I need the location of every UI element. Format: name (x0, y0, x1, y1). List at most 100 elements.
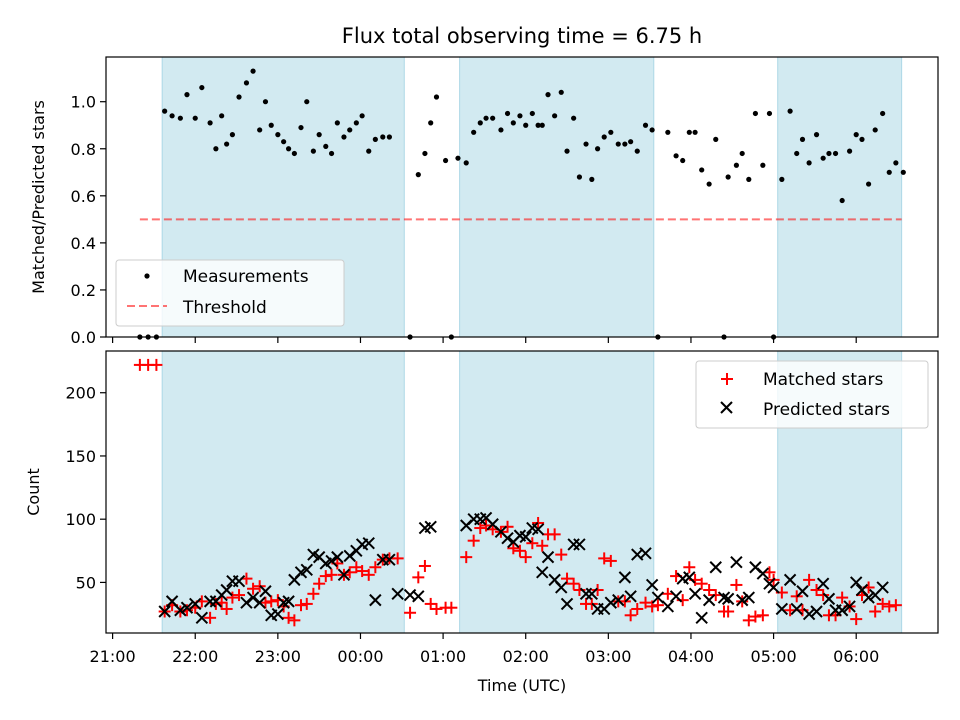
x-axis-label: Time (UTC) (477, 676, 566, 695)
predicted-star-point-91 (790, 602, 803, 616)
matched-star-point-106 (850, 613, 863, 626)
predicted-star-point-78 (702, 593, 716, 607)
bottom-axes: 50 100 150 200 21:00 22:00 23:00 00:00 01:00 02:0… (65, 350, 939, 666)
x-tick-label-9: 06:00 (833, 647, 879, 666)
predicted-star-point-80 (717, 591, 731, 604)
matched-star-point-53 (501, 520, 514, 533)
top-shaded-region-2 (459, 56, 655, 338)
measurement-point-17 (257, 127, 263, 133)
predicted-star-point-61 (585, 587, 599, 601)
measurement-point-44 (442, 157, 449, 164)
predicted-star-point-75 (683, 571, 696, 584)
bottom-shaded-region-1 (161, 350, 405, 634)
measurement-point-14 (236, 94, 242, 100)
measurement-point-6 (184, 92, 190, 98)
measurement-point-78 (665, 129, 671, 135)
legend-threshold-label: Threshold (182, 298, 267, 318)
measurement-point-81 (686, 129, 692, 135)
predicted-star-point-67 (624, 590, 637, 603)
measurement-point-79 (673, 153, 679, 159)
matched-star-point-14 (233, 589, 246, 602)
measurement-point-27 (316, 132, 322, 138)
predicted-star-point-50 (519, 530, 532, 544)
measurement-point-104 (839, 197, 845, 204)
predicted-star-point-19 (282, 595, 295, 608)
measurement-point-113 (900, 169, 906, 175)
measurement-point-40 (415, 172, 421, 178)
matched-star-point-59 (536, 539, 549, 552)
measurement-point-66 (583, 141, 589, 147)
x-tick-label-4: 01:00 (420, 647, 466, 666)
matched-star-point-13 (226, 591, 239, 604)
x-tick-label-3: 00:00 (337, 647, 383, 666)
measurement-point-15 (243, 80, 250, 86)
matched-star-point-16 (247, 582, 260, 595)
bottom-legend-box (695, 360, 929, 429)
measurement-point-110 (880, 110, 886, 117)
predicted-star-point-81 (721, 592, 735, 606)
top-y-tick-label-4: 0.8 (71, 140, 96, 159)
predicted-star-point-66 (618, 571, 632, 584)
predicted-star-point-15 (259, 585, 272, 598)
predicted-star-point-69 (639, 547, 652, 560)
measurement-point-31 (341, 134, 347, 140)
measurement-point-36 (372, 136, 378, 142)
top-plot-frame (105, 56, 939, 338)
measurement-point-63 (564, 148, 570, 154)
predicted-star-point-100 (849, 576, 863, 589)
measurement-point-69 (601, 134, 607, 140)
measurement-point-102 (826, 150, 832, 157)
matched-star-point-56 (519, 551, 532, 564)
measurement-point-98 (799, 136, 806, 142)
predicted-star-point-96 (822, 592, 836, 606)
predicted-star-point-88 (767, 581, 780, 594)
bottom-y-tick-label-1: 100 (65, 510, 96, 529)
measurement-point-65 (576, 174, 583, 180)
matched-star-point-74 (631, 602, 644, 615)
matched-star-point-9 (204, 611, 217, 624)
measurement-point-71 (615, 141, 621, 147)
predicted-star-point-86 (756, 567, 770, 580)
predicted-star-point-26 (325, 554, 338, 568)
matched-star-point-91 (749, 610, 762, 623)
predicted-star-point-90 (783, 573, 797, 587)
measurement-point-76 (649, 127, 655, 133)
matched-star-point-87 (722, 605, 735, 618)
measurement-point-88 (733, 162, 740, 168)
measurement-point-80 (680, 157, 686, 164)
measurement-point-83 (699, 167, 705, 173)
measurement-point-18 (262, 99, 269, 105)
measurement-point-64 (571, 115, 577, 121)
measurement-point-42 (428, 120, 434, 126)
predicted-star-point-40 (424, 520, 437, 533)
predicted-star-point-0 (158, 605, 171, 618)
predicted-star-point-77 (695, 611, 708, 625)
measurement-point-8 (199, 84, 205, 91)
predicted-star-point-2 (174, 604, 187, 617)
matched-star-point-44 (430, 602, 443, 615)
measurement-point-13 (229, 132, 236, 138)
predicted-star-point-79 (709, 561, 722, 574)
measurement-point-54 (510, 120, 516, 126)
x-tick-label-0: 21:00 (90, 647, 136, 666)
measurement-point-99 (806, 160, 812, 166)
measurement-point-70 (608, 129, 614, 135)
matched-star-point-29 (325, 568, 338, 581)
measurement-point-58 (535, 122, 541, 128)
predicted-star-point-47 (501, 531, 514, 545)
top-legend-box (115, 259, 345, 327)
matched-star-point-85 (709, 589, 722, 602)
predicted-star-point-57 (560, 597, 574, 611)
predicted-star-point-65 (612, 593, 625, 607)
measurement-point-101 (820, 155, 826, 161)
measurement-point-57 (529, 110, 535, 117)
measurement-point-108 (865, 181, 872, 187)
measurement-point-33 (353, 120, 359, 126)
matched-star-point-64 (567, 577, 580, 590)
measurement-point-85 (713, 136, 719, 142)
measurement-point-47 (463, 160, 469, 166)
matched-star-point-100 (810, 584, 823, 597)
predicted-star-point-38 (412, 590, 425, 603)
measurement-point-90 (746, 176, 752, 182)
